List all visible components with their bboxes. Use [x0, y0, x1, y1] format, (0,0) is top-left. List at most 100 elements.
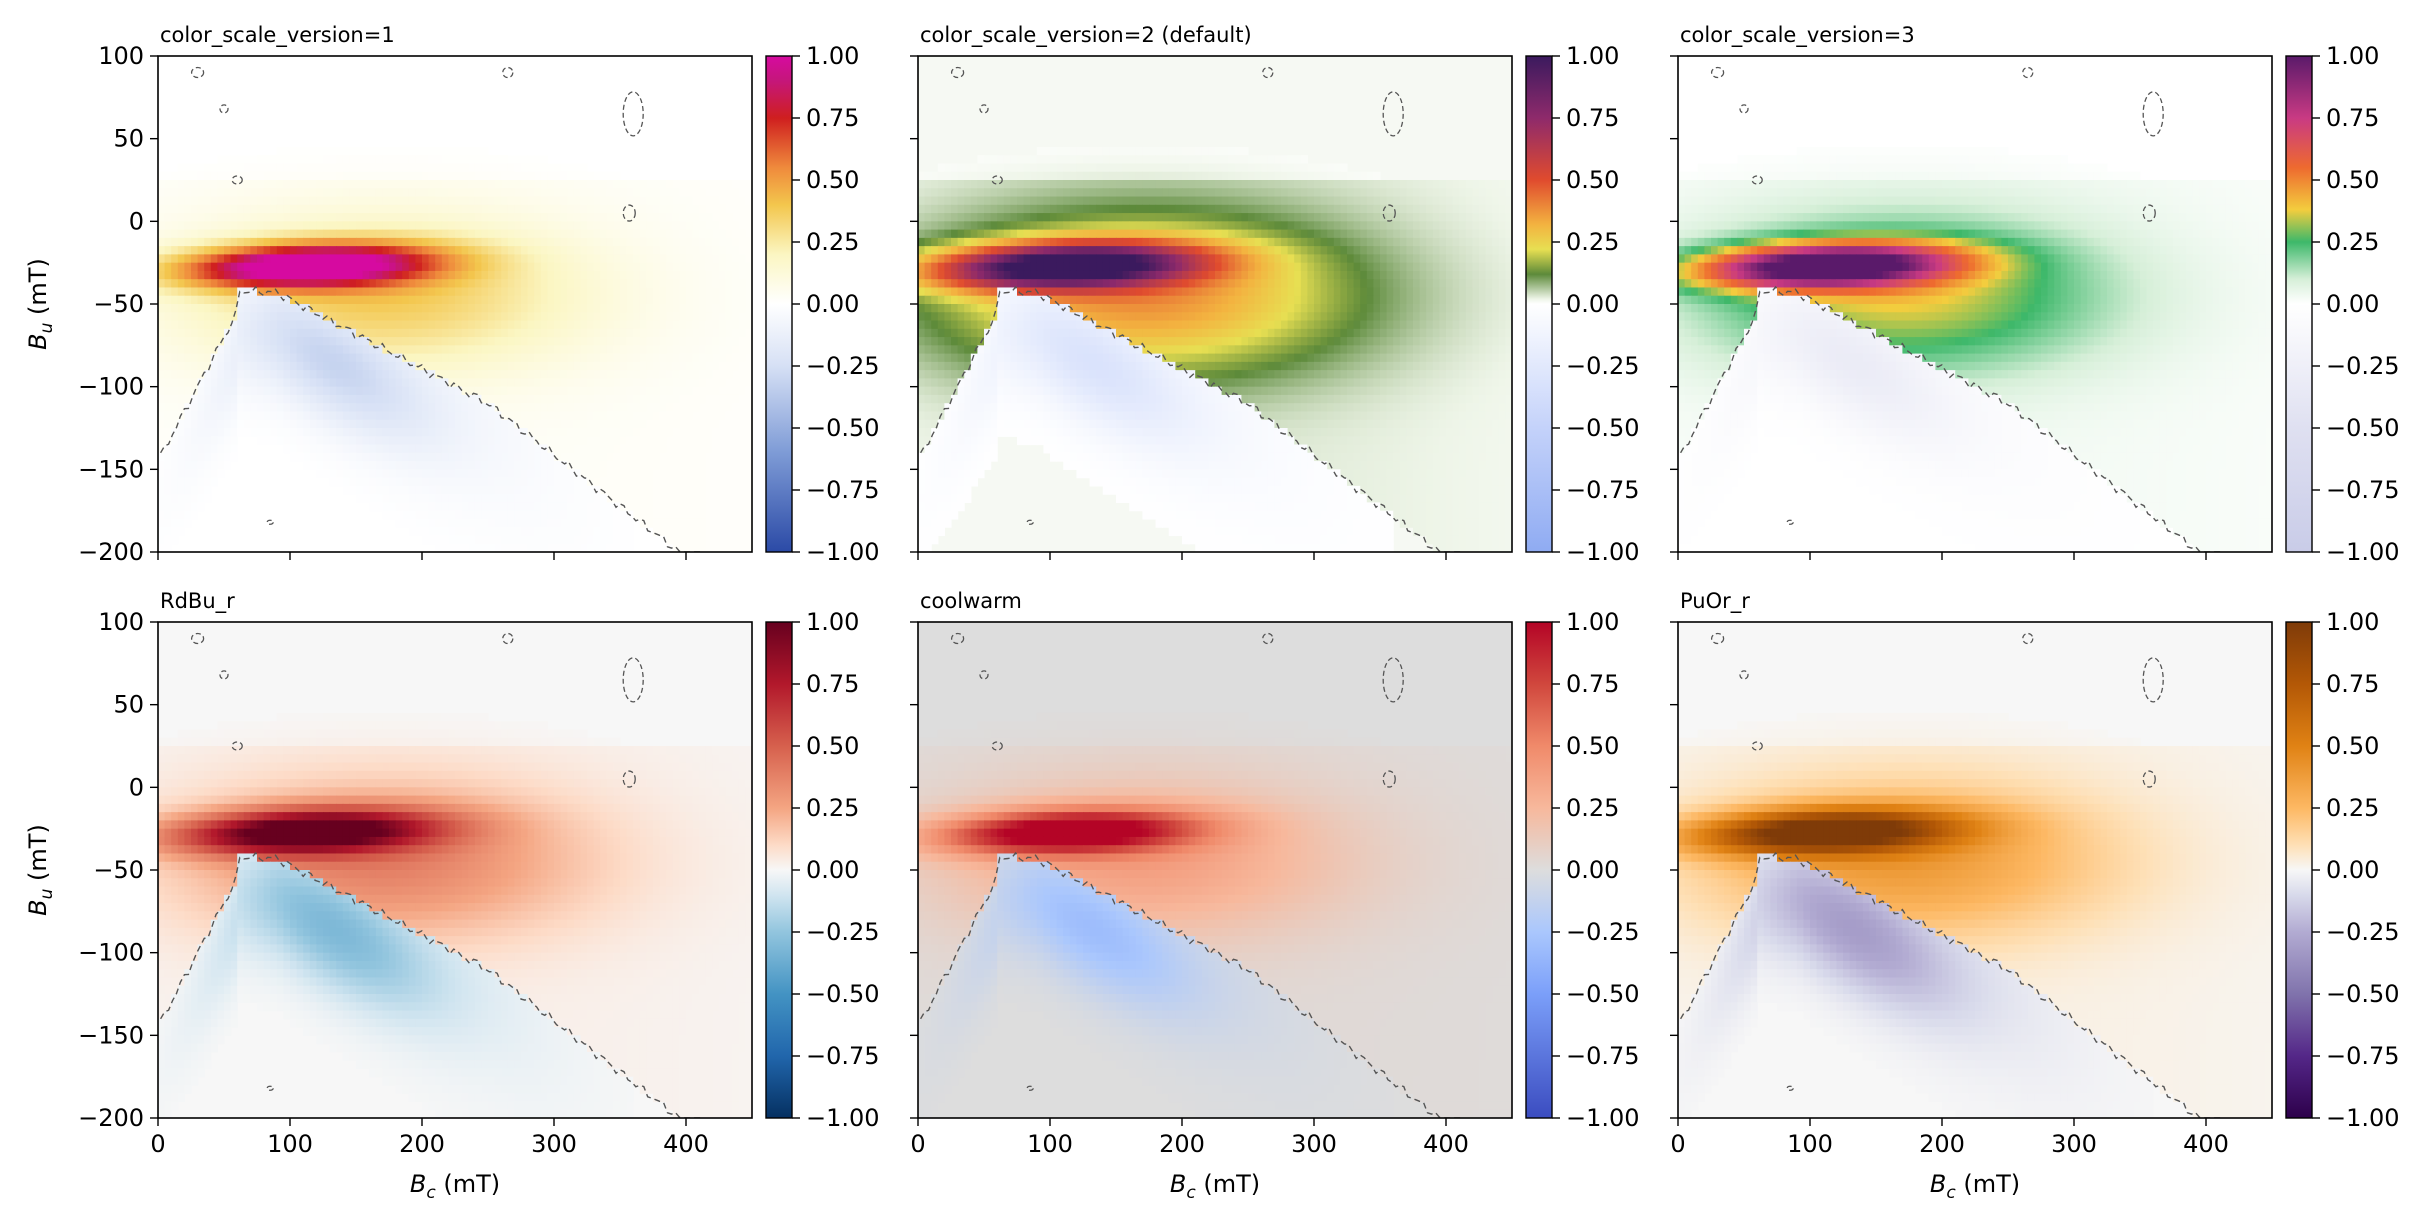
colorbar-tick-label: 0.00	[2326, 290, 2379, 318]
colorbar-tick-label: 0.25	[2326, 228, 2379, 256]
colorbar-tick-label: −0.75	[1566, 476, 1640, 504]
x-tick-label: 0	[910, 1130, 925, 1158]
x-tick-label: 400	[663, 1130, 709, 1158]
colorbar: 1.00 0.75 0.50 0.25 0.00 −0.25 −0.50 −0.75 −1.00	[1525, 608, 1640, 1132]
panel-6: PuOr_r 0 100 200 300 400 Bc (mT) 1.00 0.75 0.50 0.…	[1670, 589, 2400, 1203]
y-tick-label: 100	[98, 42, 144, 70]
colorbar-tick-label: 0.75	[1566, 670, 1619, 698]
colorbar-tick-label: −0.50	[2326, 980, 2400, 1008]
x-tick-label: 0	[150, 1130, 165, 1158]
colorbar-tick-label: 0.25	[806, 228, 859, 256]
colorbar-tick-label: −0.75	[2326, 476, 2400, 504]
panel-title: color_scale_version=1	[160, 23, 395, 48]
colorbar-tick-label: −0.50	[1566, 980, 1640, 1008]
colorbar-tick-label: −1.00	[2326, 538, 2400, 566]
colorbar-tick-label: 0.25	[1566, 228, 1619, 256]
colorbar-tick-label: −1.00	[806, 538, 880, 566]
x-axis-label: Bc (mT)	[410, 1170, 500, 1203]
colorbar-tick-label: 1.00	[1566, 608, 1619, 636]
colorbar: 1.00 0.75 0.50 0.25 0.00 −0.25 −0.50 −0.75 −1.00	[2285, 608, 2400, 1132]
heatmap-cells	[1678, 622, 2272, 1118]
colorbar-tick-label: 1.00	[2326, 42, 2379, 70]
x-tick-label: 200	[399, 1130, 445, 1158]
colorbar-tick-label: −0.50	[1566, 414, 1640, 442]
colorbar-tick-label: 1.00	[1566, 42, 1619, 70]
colorbar-tick-label: −0.75	[2326, 1042, 2400, 1070]
colorbar-tick-label: 0.50	[1566, 166, 1619, 194]
y-tick-label: −100	[78, 373, 144, 401]
colorbar-tick-label: −1.00	[1566, 1104, 1640, 1132]
colorbar-tick-label: 0.25	[1566, 794, 1619, 822]
y-tick-label: −50	[93, 856, 144, 884]
y-tick-label: 0	[129, 773, 144, 801]
colorbar-tick-label: 0.00	[2326, 856, 2379, 884]
zero-contour	[1679, 632, 2224, 1118]
colorbar-tick-label: 0.50	[2326, 732, 2379, 760]
panel-title: coolwarm	[920, 589, 1022, 613]
x-axis-label: Bc (mT)	[1930, 1170, 2020, 1203]
colorbar-tick-label: −0.25	[2326, 918, 2400, 946]
colorbar-tick-label: 0.50	[1566, 732, 1619, 760]
colorbar-tick-label: −0.75	[806, 476, 880, 504]
colorbar-tick-label: −0.25	[1566, 918, 1640, 946]
colorbar-tick-label: −0.25	[1566, 352, 1640, 380]
colorbar-tick-label: −0.25	[806, 918, 880, 946]
x-tick-label: 400	[1423, 1130, 1469, 1158]
y-tick-label: 50	[113, 691, 144, 719]
y-tick-label: 0	[129, 207, 144, 235]
x-tick-label: 300	[1291, 1130, 1337, 1158]
colorbar-tick-label: −0.50	[2326, 414, 2400, 442]
heatmap-cells	[918, 56, 1512, 552]
colorbar: 1.00 0.75 0.50 0.25 0.00 −0.25 −0.50 −0.75 −1.00	[765, 42, 880, 566]
zero-contour	[919, 632, 1464, 1118]
x-tick-label: 200	[1159, 1130, 1205, 1158]
colorbar-tick-label: 0.75	[2326, 670, 2379, 698]
colorbar: 1.00 0.75 0.50 0.25 0.00 −0.25 −0.50 −0.75 −1.00	[2285, 42, 2400, 566]
y-tick-label: −50	[93, 290, 144, 318]
colorbar-tick-label: 1.00	[2326, 608, 2379, 636]
colorbar-tick-label: 0.00	[806, 290, 859, 318]
colorbar-tick-label: −1.00	[806, 1104, 880, 1132]
colorbar-tick-label: −0.75	[1566, 1042, 1640, 1070]
colorbar-tick-label: 0.75	[2326, 104, 2379, 132]
x-tick-label: 300	[2051, 1130, 2097, 1158]
colorbar-tick-label: 0.25	[806, 794, 859, 822]
y-tick-label: −200	[78, 1104, 144, 1132]
y-tick-label: −200	[78, 538, 144, 566]
colorbar-tick-label: 0.75	[1566, 104, 1619, 132]
zero-contour	[919, 66, 1464, 552]
x-tick-label: 300	[531, 1130, 577, 1158]
y-axis-label: Bu (mT)	[24, 258, 57, 350]
colorbar-tick-label: −1.00	[1566, 538, 1640, 566]
x-tick-label: 100	[1787, 1130, 1833, 1158]
colorbar-tick-label: 0.75	[806, 104, 859, 132]
panel-4: RdBu_r 0 100 200 300 400 100 50 0 −50 −100 −150 −200…	[24, 589, 880, 1203]
colorbar-tick-label: 0.00	[806, 856, 859, 884]
colorbar-tick-label: −0.50	[806, 414, 880, 442]
y-axis-label: Bu (mT)	[24, 824, 57, 916]
x-tick-label: 200	[1919, 1130, 1965, 1158]
colorbar-tick-label: −0.50	[806, 980, 880, 1008]
colorbar-tick-label: 0.50	[806, 732, 859, 760]
heatmap-cells	[1678, 56, 2272, 552]
colorbar-tick-label: 1.00	[806, 608, 859, 636]
panel-2: color_scale_version=2 (default) 1.00 0.75 0…	[910, 23, 1640, 566]
heatmap-cells	[158, 622, 752, 1118]
colorbar-tick-label: 0.75	[806, 670, 859, 698]
heatmap-cells	[158, 56, 752, 552]
y-tick-label: −150	[78, 1021, 144, 1049]
panel-3: color_scale_version=3 1.00 0.75 0.50 0.25 0.0…	[1670, 23, 2400, 566]
colorbar-tick-label: 0.25	[2326, 794, 2379, 822]
y-tick-label: −150	[78, 455, 144, 483]
x-tick-label: 400	[2183, 1130, 2229, 1158]
panel-title: color_scale_version=2 (default)	[920, 23, 1252, 48]
panel-title: PuOr_r	[1680, 589, 1750, 614]
y-tick-label: 100	[98, 608, 144, 636]
colorbar-tick-label: −0.25	[806, 352, 880, 380]
x-tick-label: 100	[267, 1130, 313, 1158]
panel-5: coolwarm 0 100 200 300 400 Bc (mT) 1.00 0.75 0.50…	[910, 589, 1640, 1203]
colorbar: 1.00 0.75 0.50 0.25 0.00 −0.25 −0.50 −0.75 −1.00	[1525, 42, 1640, 566]
x-axis-label: Bc (mT)	[1170, 1170, 1260, 1203]
x-tick-label: 0	[1670, 1130, 1685, 1158]
